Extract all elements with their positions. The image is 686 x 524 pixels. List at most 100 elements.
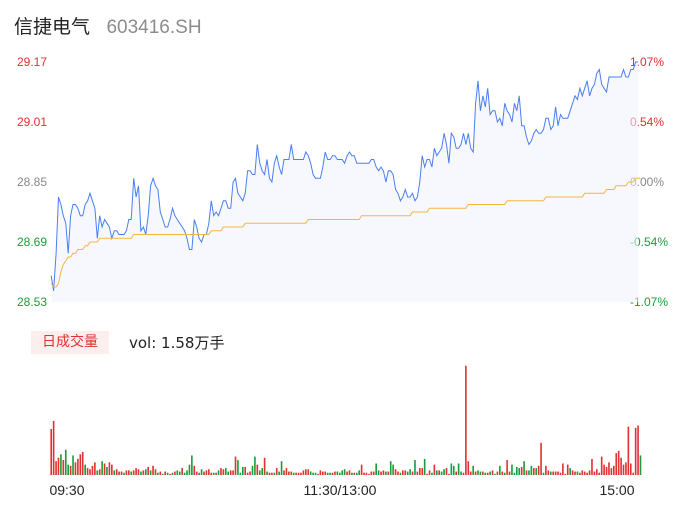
volume-bar bbox=[440, 471, 443, 475]
volume-bar bbox=[280, 461, 283, 475]
volume-bar bbox=[627, 426, 630, 475]
volume-bar bbox=[324, 471, 327, 475]
volume-bar bbox=[610, 468, 613, 475]
volume-bar bbox=[355, 472, 358, 475]
volume-bar bbox=[477, 470, 479, 475]
volume-bar bbox=[506, 460, 508, 475]
price-tick-label: 29.17 bbox=[17, 55, 47, 69]
volume-bar bbox=[181, 468, 183, 475]
volume-bar bbox=[518, 468, 521, 475]
volume-bar bbox=[389, 461, 392, 475]
volume-bar bbox=[368, 473, 370, 475]
volume-bar bbox=[288, 471, 290, 475]
volume-bar bbox=[581, 470, 584, 475]
volume-bar bbox=[613, 465, 615, 475]
volume-bar bbox=[382, 470, 385, 475]
volume-bar bbox=[552, 471, 554, 475]
volume-bar bbox=[593, 471, 596, 475]
volume-bar bbox=[200, 469, 203, 475]
volume-bar bbox=[419, 468, 421, 475]
stock-code: 603416.SH bbox=[106, 17, 202, 38]
volume-bar bbox=[455, 471, 457, 475]
volume-bar bbox=[496, 471, 499, 475]
volume-bar bbox=[309, 471, 312, 475]
volume-bar bbox=[523, 461, 525, 475]
volume-bar bbox=[79, 454, 82, 475]
volume-bar bbox=[157, 472, 159, 475]
volume-bar bbox=[130, 471, 133, 475]
volume-bar bbox=[603, 464, 605, 475]
volume-bar bbox=[86, 468, 89, 475]
volume-bar bbox=[135, 468, 137, 475]
volume-bar bbox=[479, 471, 482, 475]
volume-bar bbox=[540, 442, 542, 475]
volume-bar bbox=[123, 472, 125, 475]
volume-bar bbox=[149, 470, 152, 475]
volume-bar bbox=[404, 470, 407, 475]
volume-bar bbox=[448, 473, 450, 475]
volume-bar bbox=[111, 464, 113, 475]
volume-bar bbox=[528, 470, 530, 475]
volume-bar bbox=[227, 471, 230, 475]
volume-bar bbox=[234, 456, 237, 475]
volume-bar bbox=[375, 463, 377, 475]
volume-bar bbox=[554, 471, 557, 475]
volume-bar bbox=[472, 465, 474, 475]
volume-bar bbox=[501, 471, 504, 475]
volume-bar bbox=[285, 468, 288, 475]
volume-bar bbox=[338, 472, 341, 475]
volume-bar bbox=[482, 471, 484, 475]
volume-bar bbox=[101, 461, 103, 475]
volume-bar bbox=[598, 472, 601, 475]
volume-bar bbox=[460, 471, 462, 475]
volume-bar bbox=[615, 453, 618, 475]
volume-bar bbox=[511, 464, 513, 475]
volume-bar bbox=[516, 466, 518, 475]
volume-bar bbox=[225, 468, 227, 475]
volume-bar bbox=[634, 427, 637, 475]
price-tick-label: 28.85 bbox=[17, 175, 47, 189]
volume-bar bbox=[140, 471, 142, 475]
volume-bar bbox=[632, 472, 635, 475]
volume-bar bbox=[147, 466, 150, 475]
volume-bar bbox=[588, 470, 591, 475]
volume-bar bbox=[183, 472, 186, 475]
volume-bar bbox=[341, 470, 344, 475]
volume-bar bbox=[152, 465, 154, 475]
volume-bar bbox=[193, 465, 196, 475]
volume-bar bbox=[295, 472, 297, 475]
time-tick-label: 09:30 bbox=[49, 482, 84, 498]
volume-bar bbox=[372, 471, 375, 475]
volume-bar bbox=[486, 472, 489, 475]
volume-bar bbox=[608, 462, 610, 475]
volume-bar bbox=[385, 471, 387, 475]
volume-bar bbox=[314, 472, 317, 475]
volume-bar bbox=[220, 468, 222, 475]
volume-bar bbox=[392, 464, 394, 475]
volume-bar bbox=[161, 473, 164, 475]
volume-bar bbox=[159, 471, 162, 475]
volume-bar bbox=[290, 471, 293, 475]
volume-bar bbox=[462, 472, 465, 475]
volume-bar bbox=[605, 466, 608, 475]
average-line bbox=[50, 177, 641, 288]
volume-bar bbox=[409, 469, 411, 475]
volume-tab[interactable]: 日成交量 bbox=[31, 331, 109, 354]
volume-bar bbox=[467, 461, 470, 475]
volume-bar bbox=[484, 472, 487, 475]
volume-bar bbox=[108, 462, 111, 475]
volume-bar bbox=[414, 460, 416, 475]
volume-bar bbox=[322, 471, 324, 475]
volume-bar bbox=[103, 463, 106, 475]
volume-bar bbox=[579, 472, 581, 475]
volume-bar bbox=[142, 470, 145, 475]
volume-bar bbox=[426, 473, 428, 475]
volume-bar bbox=[380, 471, 382, 475]
volume-bar bbox=[600, 456, 603, 475]
volume-bar bbox=[358, 470, 360, 475]
price-area bbox=[51, 62, 639, 302]
volume-bar bbox=[343, 469, 346, 475]
volume-bar bbox=[394, 469, 397, 475]
volume-bar bbox=[360, 464, 363, 475]
